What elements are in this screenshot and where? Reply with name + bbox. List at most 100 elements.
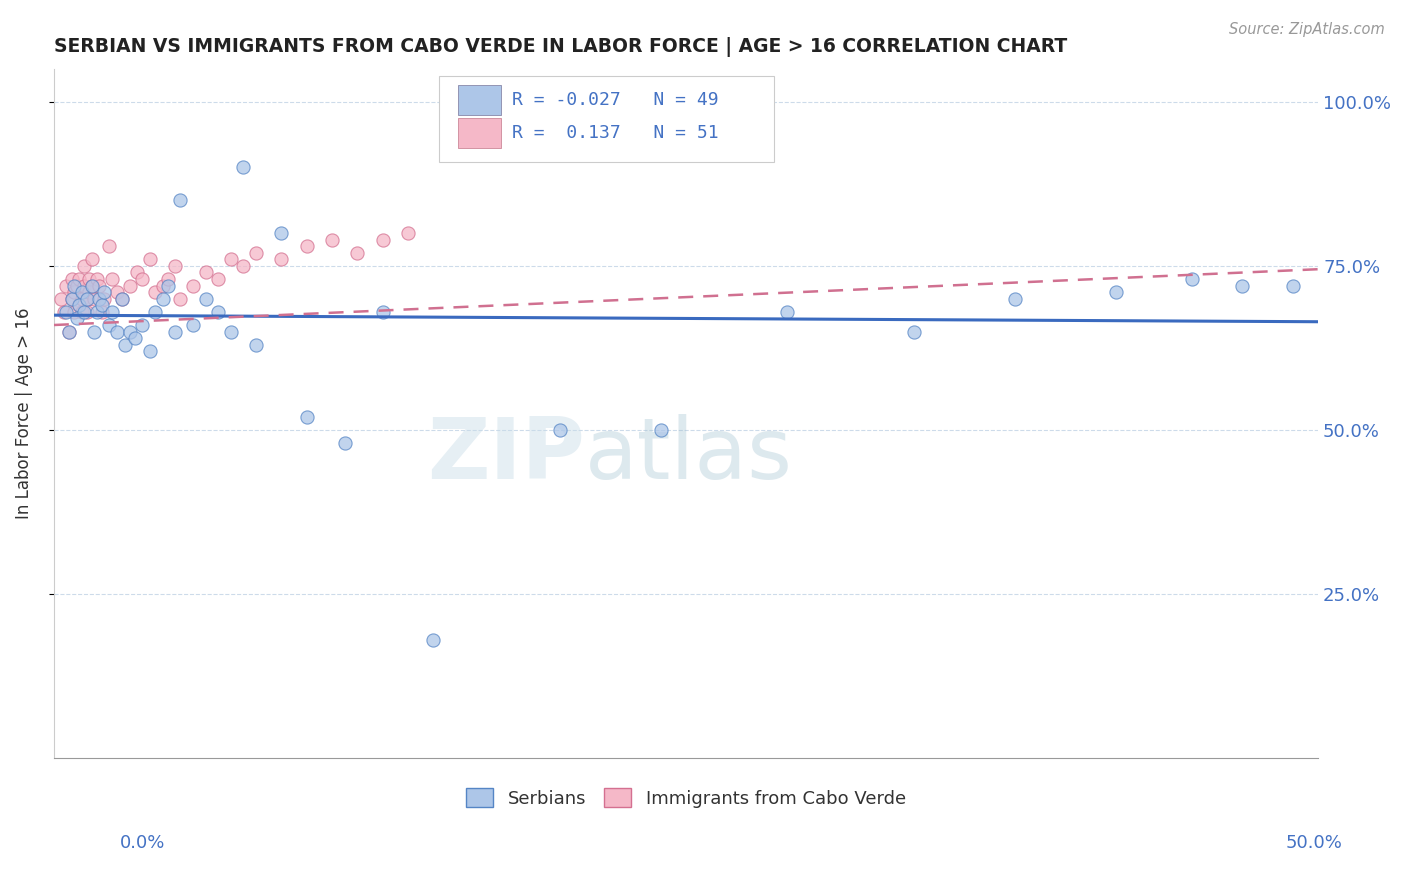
Point bbox=[181, 318, 204, 332]
Point bbox=[194, 265, 217, 279]
Point bbox=[165, 259, 187, 273]
Point bbox=[73, 259, 96, 273]
Point bbox=[371, 233, 394, 247]
Point bbox=[111, 292, 134, 306]
Point bbox=[58, 325, 80, 339]
Point bbox=[118, 278, 141, 293]
Point bbox=[98, 239, 121, 253]
Point bbox=[65, 278, 87, 293]
Point bbox=[1004, 292, 1026, 306]
Point bbox=[152, 278, 174, 293]
Point bbox=[1282, 278, 1305, 293]
Point bbox=[181, 278, 204, 293]
Point bbox=[139, 344, 162, 359]
Point bbox=[70, 292, 93, 306]
Point bbox=[60, 272, 83, 286]
Text: atlas: atlas bbox=[585, 414, 793, 497]
Point bbox=[70, 285, 93, 300]
Point bbox=[83, 292, 105, 306]
Point bbox=[333, 436, 356, 450]
Point bbox=[650, 423, 672, 437]
Point bbox=[105, 325, 128, 339]
Point bbox=[67, 298, 90, 312]
Point bbox=[76, 292, 98, 306]
Point bbox=[169, 292, 191, 306]
Text: 0.0%: 0.0% bbox=[120, 834, 165, 852]
Point bbox=[93, 292, 115, 306]
Point bbox=[152, 292, 174, 306]
Point bbox=[295, 239, 318, 253]
Point bbox=[63, 285, 86, 300]
Point bbox=[89, 278, 111, 293]
Point bbox=[1105, 285, 1128, 300]
Point bbox=[86, 272, 108, 286]
Point bbox=[55, 305, 77, 319]
Point bbox=[124, 331, 146, 345]
Point bbox=[76, 305, 98, 319]
Point bbox=[98, 318, 121, 332]
Point bbox=[232, 259, 254, 273]
Point bbox=[143, 285, 166, 300]
Point bbox=[52, 305, 75, 319]
Point bbox=[139, 252, 162, 267]
Point bbox=[270, 226, 292, 240]
Point bbox=[77, 285, 100, 300]
Text: R =  0.137   N = 51: R = 0.137 N = 51 bbox=[512, 124, 718, 142]
Point bbox=[270, 252, 292, 267]
Point bbox=[207, 272, 229, 286]
Point bbox=[245, 245, 267, 260]
Point bbox=[60, 292, 83, 306]
Point bbox=[114, 337, 136, 351]
Point bbox=[131, 272, 153, 286]
Point bbox=[1181, 272, 1204, 286]
Point bbox=[169, 194, 191, 208]
Point bbox=[245, 337, 267, 351]
FancyBboxPatch shape bbox=[458, 85, 502, 115]
Point bbox=[776, 305, 799, 319]
Text: ZIP: ZIP bbox=[427, 414, 585, 497]
Text: Source: ZipAtlas.com: Source: ZipAtlas.com bbox=[1229, 22, 1385, 37]
Y-axis label: In Labor Force | Age > 16: In Labor Force | Age > 16 bbox=[15, 308, 32, 519]
Point bbox=[60, 292, 83, 306]
FancyBboxPatch shape bbox=[458, 118, 502, 148]
Point bbox=[321, 233, 343, 247]
Point bbox=[80, 252, 103, 267]
Point bbox=[127, 265, 149, 279]
Point bbox=[77, 272, 100, 286]
Point bbox=[903, 325, 925, 339]
Point bbox=[156, 278, 179, 293]
Point bbox=[232, 161, 254, 175]
Point bbox=[90, 298, 112, 312]
Point bbox=[89, 292, 111, 306]
Point bbox=[371, 305, 394, 319]
Point bbox=[67, 298, 90, 312]
Point bbox=[63, 305, 86, 319]
Point bbox=[295, 409, 318, 424]
Point bbox=[51, 292, 73, 306]
Point bbox=[194, 292, 217, 306]
Point bbox=[63, 278, 86, 293]
Point bbox=[105, 285, 128, 300]
Point bbox=[65, 311, 87, 326]
Point bbox=[76, 292, 98, 306]
Point bbox=[219, 325, 242, 339]
Point bbox=[86, 305, 108, 319]
Point bbox=[219, 252, 242, 267]
Point bbox=[101, 272, 124, 286]
Legend: Serbians, Immigrants from Cabo Verde: Serbians, Immigrants from Cabo Verde bbox=[458, 781, 912, 814]
Point bbox=[165, 325, 187, 339]
Point bbox=[90, 305, 112, 319]
Point bbox=[156, 272, 179, 286]
Point bbox=[67, 272, 90, 286]
Point bbox=[118, 325, 141, 339]
Point bbox=[143, 305, 166, 319]
Point bbox=[346, 245, 368, 260]
Point bbox=[1232, 278, 1254, 293]
Point bbox=[93, 285, 115, 300]
Point bbox=[70, 305, 93, 319]
Text: SERBIAN VS IMMIGRANTS FROM CABO VERDE IN LABOR FORCE | AGE > 16 CORRELATION CHAR: SERBIAN VS IMMIGRANTS FROM CABO VERDE IN… bbox=[53, 37, 1067, 57]
Point bbox=[422, 633, 444, 648]
Point bbox=[548, 423, 571, 437]
FancyBboxPatch shape bbox=[440, 76, 775, 162]
Point bbox=[73, 305, 96, 319]
